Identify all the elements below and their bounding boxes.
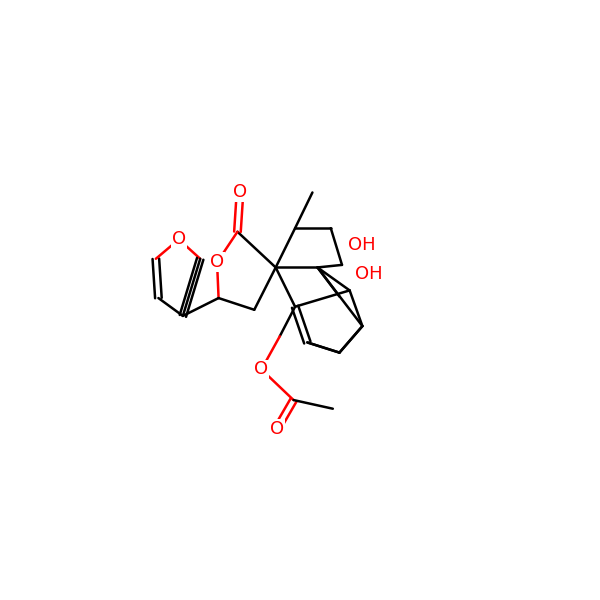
Text: O: O	[172, 230, 186, 248]
Text: OH: OH	[355, 265, 382, 283]
Text: O: O	[233, 184, 247, 202]
Text: O: O	[254, 361, 268, 379]
Text: O: O	[210, 253, 224, 271]
Text: O: O	[269, 420, 284, 438]
Text: OH: OH	[347, 235, 375, 253]
